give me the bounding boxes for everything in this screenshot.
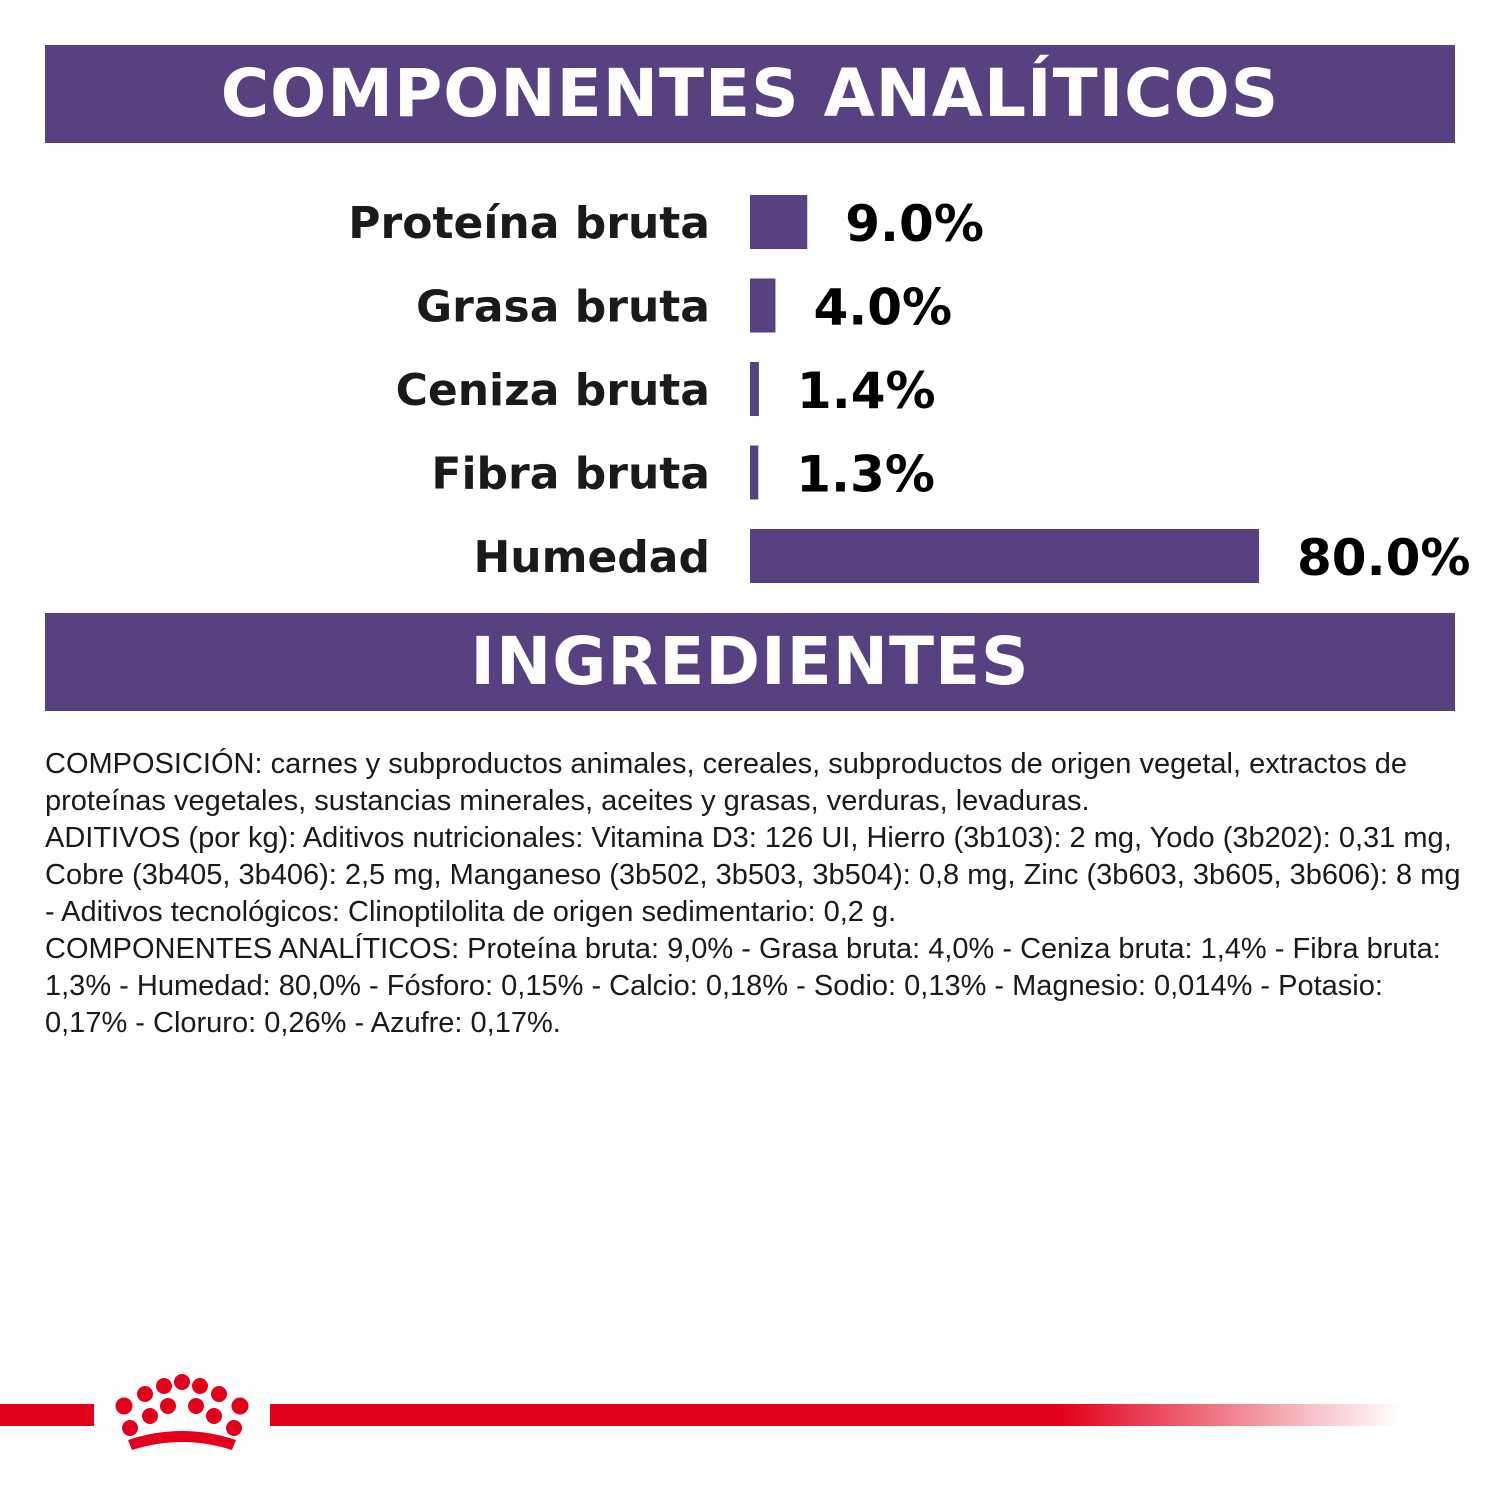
category-label-humedad: Humedad	[473, 532, 710, 583]
brand-line-right	[270, 1404, 1400, 1426]
composition-paragraph: COMPOSICIÓN: carnes y subproductos anima…	[45, 748, 1408, 817]
value-label-grasa-bruta: 4.0%	[813, 279, 952, 337]
category-label-grasa-bruta: Grasa bruta	[416, 282, 710, 333]
bar-humedad	[750, 529, 1259, 583]
value-label-humedad: 80.0%	[1297, 529, 1470, 587]
analytic-components-header: COMPONENTES ANALÍTICOS	[45, 45, 1455, 143]
additives-paragraph: ADITIVOS (por kg): Aditivos nutricionale…	[45, 822, 1461, 928]
value-label-ceniza-bruta: 1.4%	[797, 362, 936, 420]
bar-ceniza-bruta	[750, 362, 759, 416]
ingredients-header: INGREDIENTES	[45, 613, 1455, 711]
category-label-fibra-bruta: Fibra bruta	[431, 449, 710, 500]
brand-line-left	[0, 1404, 94, 1426]
category-label-ceniza-bruta: Ceniza bruta	[396, 365, 710, 416]
bar-grasa-bruta	[750, 278, 776, 333]
royal-canin-crown-icon	[115, 1374, 249, 1450]
analytic-paragraph: COMPONENTES ANALÍTICOS: Proteína bruta: …	[45, 933, 1441, 1039]
ingredients-title: INGREDIENTES	[470, 623, 1030, 700]
value-label-proteina-bruta: 9.0%	[845, 195, 984, 253]
analytic-components-bar-chart: Proteína bruta 9.0% Grasa bruta 4.0% Ceniza …	[348, 195, 1470, 587]
category-label-proteina-bruta: Proteína bruta	[348, 198, 710, 249]
analytic-components-title: COMPONENTES ANALÍTICOS	[220, 55, 1280, 132]
ingredients-text: COMPOSICIÓN: carnes y subproductos anima…	[45, 746, 1465, 1042]
bar-proteina-bruta	[750, 195, 808, 249]
value-label-fibra-bruta: 1.3%	[796, 446, 935, 504]
bar-fibra-bruta	[750, 445, 759, 500]
